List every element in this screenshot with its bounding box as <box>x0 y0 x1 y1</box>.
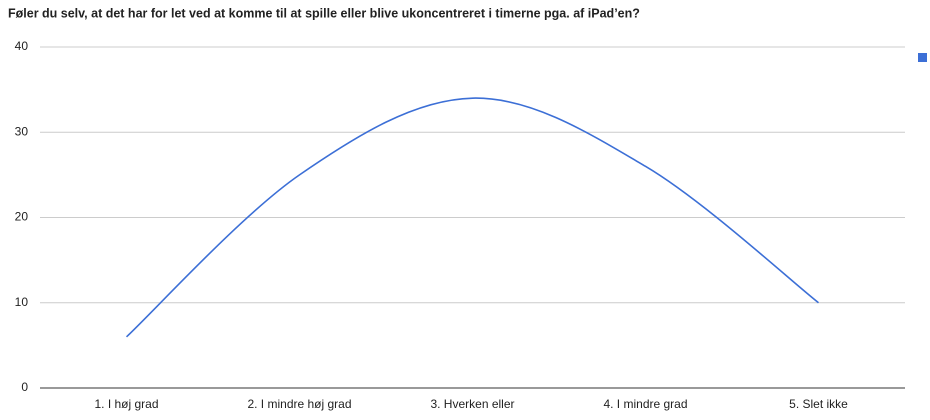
y-tick-label: 30 <box>15 124 29 138</box>
x-tick-label: 3. Hverken eller <box>430 397 514 411</box>
y-tick-label: 10 <box>15 295 29 309</box>
x-tick-label: 5. Slet ikke <box>789 397 848 411</box>
y-tick-label: 40 <box>15 39 29 53</box>
x-tick-label: 4. I mindre grad <box>603 397 687 411</box>
line <box>125 97 819 338</box>
y-tick-label: 0 <box>21 380 28 394</box>
x-tick-label: 2. I mindre høj grad <box>247 397 351 411</box>
chart-title: Føler du selv, at det har for let ved at… <box>8 6 640 20</box>
legend-swatch <box>918 53 927 62</box>
y-tick-label: 20 <box>15 210 29 224</box>
x-tick-label: 1. I høj grad <box>94 397 158 411</box>
